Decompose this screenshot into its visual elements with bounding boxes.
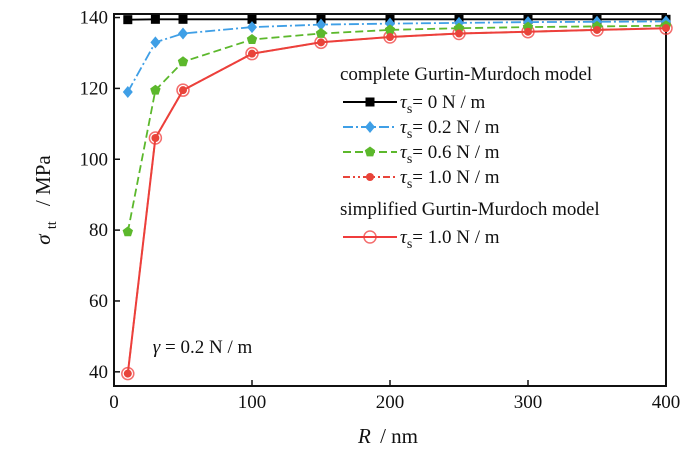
legend-swatch-marker bbox=[365, 147, 375, 157]
legend-group-title: simplified Gurtin-Murdoch model bbox=[340, 199, 600, 220]
data-point bbox=[662, 24, 670, 32]
legend-entry-label: τs= 0 N / m bbox=[400, 92, 485, 117]
y-axis-subscript: tt bbox=[45, 221, 60, 229]
y-tick-label: 80 bbox=[89, 220, 108, 241]
data-point bbox=[151, 15, 160, 24]
x-tick-label: 400 bbox=[652, 392, 681, 413]
y-axis-title: σ tt / MPa bbox=[31, 155, 61, 245]
data-point bbox=[123, 226, 133, 236]
data-point bbox=[151, 134, 159, 142]
legend-entry-label: τs= 0.6 N / m bbox=[400, 142, 500, 167]
x-tick-label: 0 bbox=[109, 392, 119, 413]
x-axis-symbol: R bbox=[357, 424, 371, 448]
legend-entry-label: τs= 0.2 N / m bbox=[400, 117, 500, 142]
data-point bbox=[386, 33, 394, 41]
data-point bbox=[455, 29, 463, 37]
data-point bbox=[124, 370, 132, 378]
svg-text:σ tt / MPa: σ tt / MPa bbox=[31, 155, 61, 245]
series-0 bbox=[123, 15, 670, 24]
legend-swatch-marker bbox=[365, 121, 375, 133]
legend-entry-label: τs= 1.0 N / m bbox=[400, 167, 500, 192]
data-point bbox=[123, 15, 132, 24]
data-point bbox=[524, 28, 532, 36]
x-tick-label: 200 bbox=[376, 392, 405, 413]
data-point bbox=[317, 38, 325, 46]
gamma-annotation: γ = 0.2 N / m bbox=[153, 337, 253, 358]
y-axis-unit: / MPa bbox=[31, 155, 55, 206]
legend-entry-label: τs= 1.0 N / m bbox=[400, 227, 500, 252]
data-point bbox=[123, 86, 133, 98]
gamma-symbol: γ bbox=[153, 337, 161, 358]
x-tick-label: 300 bbox=[514, 392, 543, 413]
x-tick-label: 100 bbox=[238, 392, 267, 413]
data-point bbox=[385, 24, 395, 34]
data-point bbox=[178, 27, 188, 39]
data-point bbox=[179, 86, 187, 94]
data-point bbox=[247, 34, 257, 44]
data-point bbox=[593, 26, 601, 34]
data-point bbox=[179, 15, 188, 24]
y-tick-label: 100 bbox=[80, 149, 109, 170]
gamma-value: = 0.2 N / m bbox=[165, 337, 252, 358]
y-tick-label: 40 bbox=[89, 362, 108, 383]
y-tick-label: 140 bbox=[80, 8, 109, 29]
series-1 bbox=[123, 15, 671, 98]
data-point bbox=[248, 50, 256, 58]
x-axis-title: R / nm bbox=[357, 424, 418, 448]
legend-swatch-marker bbox=[366, 173, 374, 181]
x-axis-unit: / nm bbox=[380, 424, 418, 448]
y-tick-label: 120 bbox=[80, 78, 109, 99]
legend-group-title: complete Gurtin-Murdoch model bbox=[340, 64, 592, 85]
legend-swatch-marker bbox=[366, 98, 375, 107]
data-point bbox=[150, 36, 160, 48]
legend: complete Gurtin-Murdoch model τs= 0 N / m… bbox=[340, 64, 600, 252]
y-tick-label: 60 bbox=[89, 291, 108, 312]
y-axis-symbol: σ bbox=[31, 233, 55, 245]
data-point bbox=[316, 28, 326, 38]
data-point bbox=[178, 56, 188, 66]
